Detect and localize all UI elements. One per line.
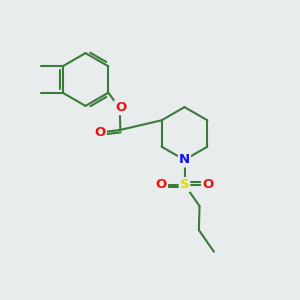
- Text: O: O: [115, 101, 126, 114]
- Text: S: S: [180, 178, 189, 191]
- Text: O: O: [156, 178, 167, 191]
- Text: O: O: [94, 126, 106, 139]
- Text: N: N: [179, 153, 190, 167]
- Text: O: O: [202, 178, 213, 191]
